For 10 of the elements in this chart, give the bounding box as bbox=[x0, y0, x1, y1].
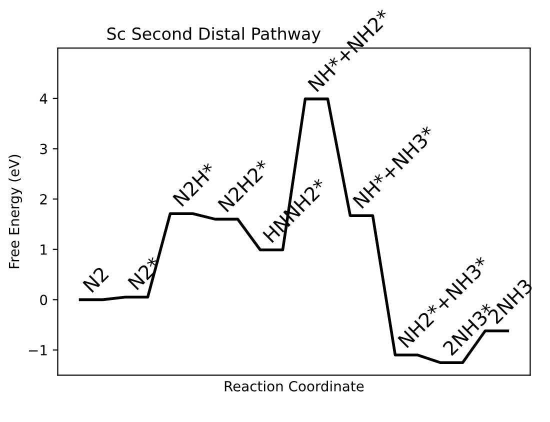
x-axis-title: Reaction Coordinate bbox=[224, 380, 364, 392]
y-tick-label: 4 bbox=[40, 94, 48, 104]
y-tick-label: 3 bbox=[40, 144, 47, 154]
y-tick-label: 1 bbox=[40, 244, 47, 255]
y-tick-label: 2 bbox=[40, 194, 47, 204]
annotation: N2 bbox=[82, 266, 109, 293]
y-tick-label: 0 bbox=[40, 294, 48, 306]
y-tick-label: −1 bbox=[29, 345, 47, 356]
y-axis-title: Free Energy (eV) bbox=[8, 154, 22, 268]
annotation: N2* bbox=[127, 256, 162, 290]
